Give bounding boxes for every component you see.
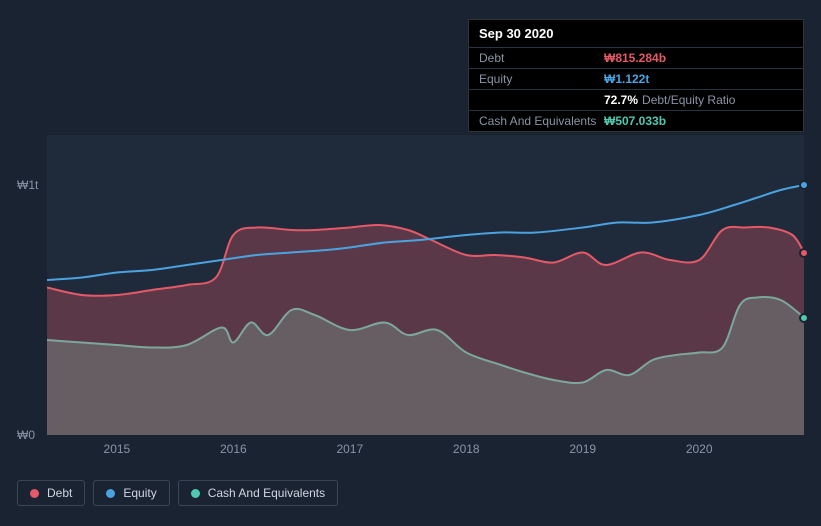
legend-item[interactable]: Cash And Equivalents (178, 480, 338, 506)
legend-dot-icon (191, 489, 200, 498)
y-axis-label: ₩0 (17, 428, 35, 442)
tooltip-row-extra: Debt/Equity Ratio (642, 93, 735, 107)
chart-area: ₩0 ₩1t 2015 2016 2017 2018 2019 2020 (17, 120, 804, 470)
legend-label: Debt (47, 486, 72, 500)
chart-plot[interactable] (47, 135, 804, 435)
x-axis-label: 2018 (453, 442, 480, 456)
legend-label: Equity (123, 486, 156, 500)
x-axis-label: 2015 (104, 442, 131, 456)
data-tooltip: Sep 30 2020 Debt₩815.284bEquity₩1.122t72… (468, 19, 804, 132)
tooltip-row-label (479, 93, 604, 107)
tooltip-row: Equity₩1.122t (469, 68, 803, 89)
series-end-marker (799, 313, 809, 323)
y-axis-label: ₩1t (17, 178, 38, 192)
legend-dot-icon (30, 489, 39, 498)
tooltip-row-label: Equity (479, 72, 604, 86)
chart-area-fill (47, 225, 804, 435)
series-end-marker (799, 180, 809, 190)
tooltip-row: Cash And Equivalents₩507.033b (469, 110, 803, 131)
legend: Debt Equity Cash And Equivalents (17, 480, 338, 506)
legend-item[interactable]: Equity (93, 480, 169, 506)
legend-label: Cash And Equivalents (208, 486, 325, 500)
tooltip-date: Sep 30 2020 (469, 20, 803, 47)
legend-dot-icon (106, 489, 115, 498)
x-axis-label: 2020 (686, 442, 713, 456)
x-axis-label: 2016 (220, 442, 247, 456)
tooltip-row: Debt₩815.284b (469, 47, 803, 68)
x-axis: 2015 2016 2017 2018 2019 2020 (47, 442, 804, 462)
tooltip-row: 72.7%Debt/Equity Ratio (469, 89, 803, 110)
tooltip-row-value: ₩507.033b (604, 114, 666, 128)
tooltip-row-label: Cash And Equivalents (479, 114, 604, 128)
legend-item[interactable]: Debt (17, 480, 85, 506)
tooltip-row-label: Debt (479, 51, 604, 65)
tooltip-row-value: ₩1.122t (604, 72, 649, 86)
tooltip-row-value: ₩815.284b (604, 51, 666, 65)
x-axis-label: 2019 (569, 442, 596, 456)
x-axis-label: 2017 (336, 442, 363, 456)
series-end-marker (799, 248, 809, 258)
tooltip-row-value: 72.7%Debt/Equity Ratio (604, 93, 735, 107)
